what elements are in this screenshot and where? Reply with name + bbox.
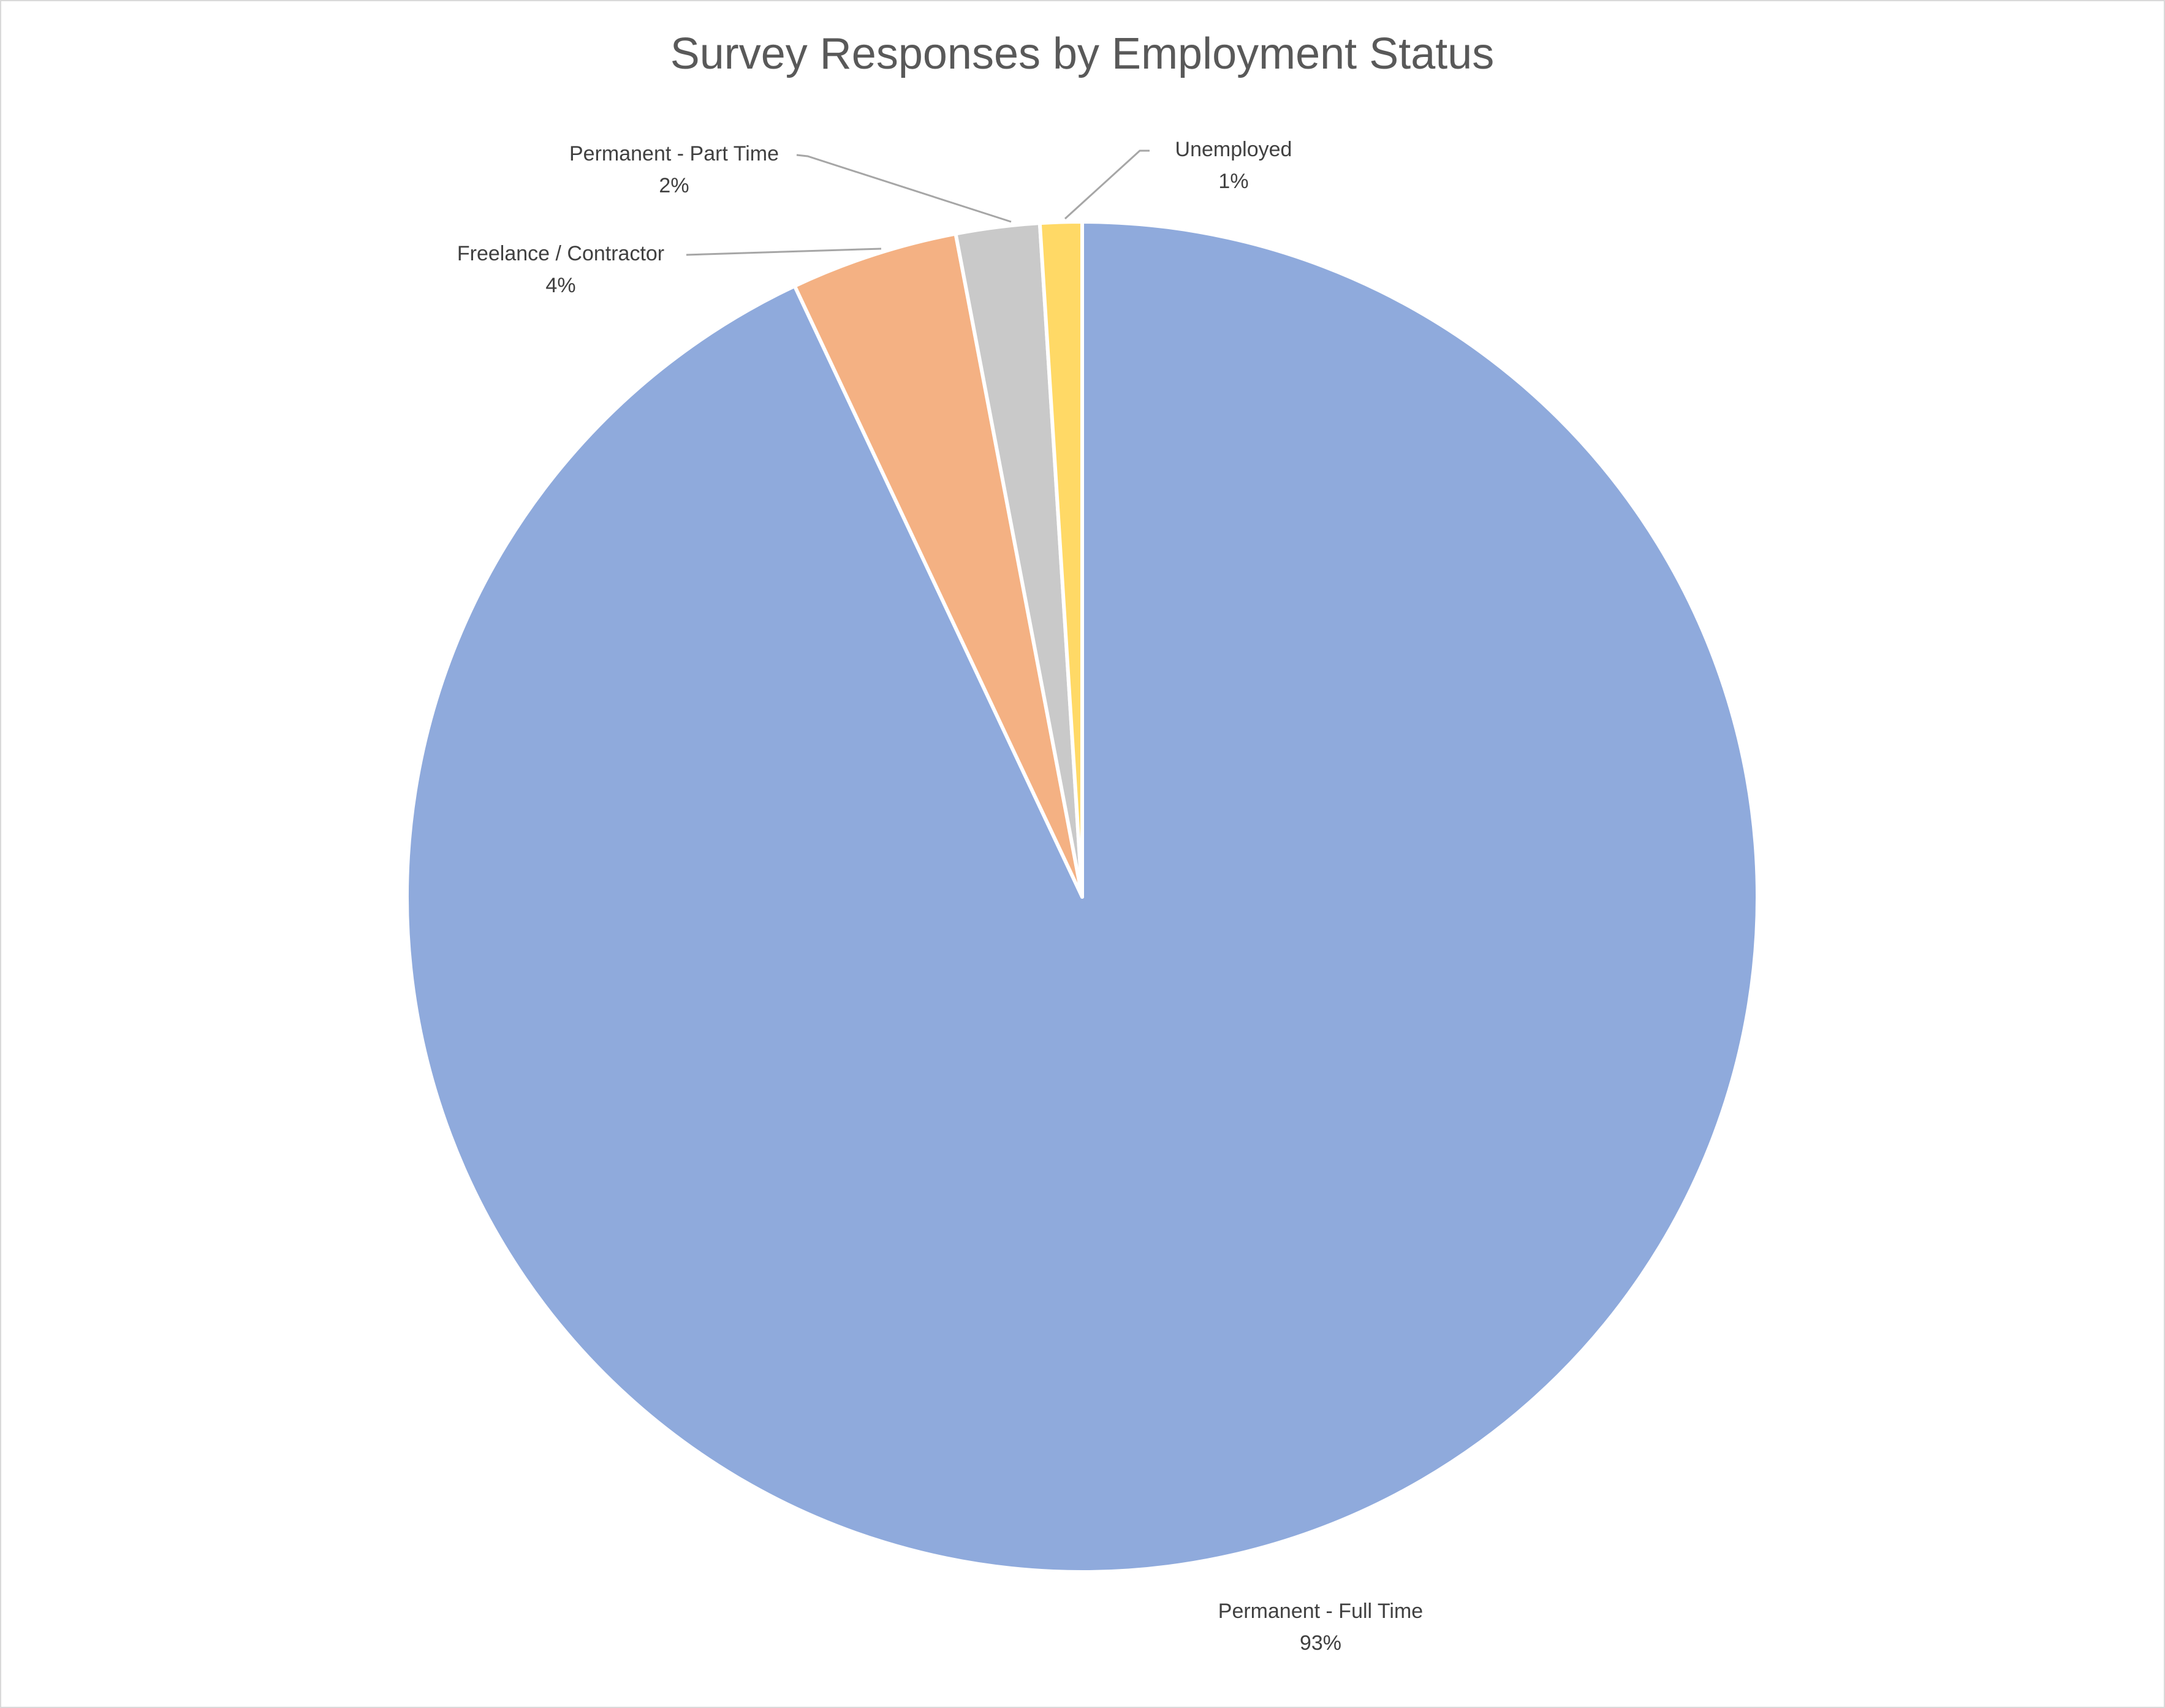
pie-slice-unemployed: [1037, 220, 1084, 899]
data-labels: Permanent - Full Time 93% Freelance / Cont…: [457, 138, 1423, 1655]
leader-line-permanent-part-time: [796, 154, 1012, 223]
chart-title: Survey Responses by Employment Status: [670, 29, 1495, 78]
leader-line-freelance-contractor: [686, 248, 882, 256]
slice-category-label: Unemployed: [1175, 138, 1292, 161]
slice-percent-label: 93%: [1300, 1631, 1341, 1655]
pie-slice-freelance-contractor: [792, 232, 1084, 899]
pie-slices: [405, 220, 1759, 1574]
slice-percent-label: 2%: [659, 174, 689, 197]
slice-percent-label: 1%: [1218, 170, 1248, 193]
leader-lines: [686, 149, 1150, 256]
slice-category-label: Freelance / Contractor: [457, 242, 664, 265]
slice-category-label: Permanent - Part Time: [569, 142, 779, 165]
leader-line-unemployed: [1064, 149, 1150, 220]
slice-category-label: Permanent - Full Time: [1218, 1600, 1423, 1623]
slice-percent-label: 4%: [545, 274, 575, 297]
